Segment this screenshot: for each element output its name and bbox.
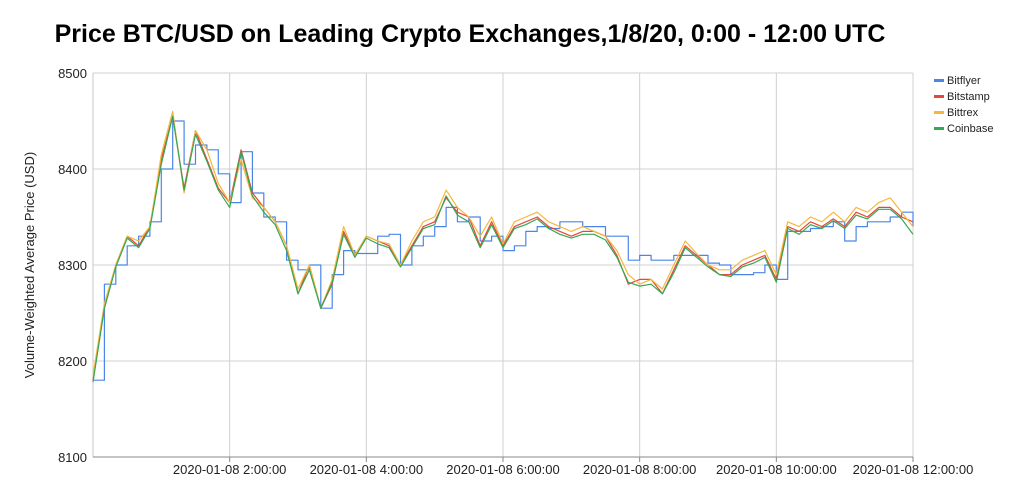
y-tick-label: 8500 xyxy=(58,66,87,81)
legend-swatch-bittrex xyxy=(934,111,944,114)
y-tick-label: 8100 xyxy=(58,450,87,465)
legend-swatch-bitstamp xyxy=(934,95,944,98)
x-tick-label: 2020-01-08 6:00:00 xyxy=(446,462,559,477)
series-line-bittrex xyxy=(92,110,914,376)
x-tick-label: 2020-01-08 8:00:00 xyxy=(583,462,696,477)
y-tick-label: 8200 xyxy=(58,354,87,369)
y-tick-label: 8400 xyxy=(58,162,87,177)
legend-label-coinbase: Coinbase xyxy=(947,123,993,135)
x-tick-label: 2020-01-08 12:00:00 xyxy=(853,462,974,477)
gridlines xyxy=(93,72,914,458)
legend-label-bitflyer: Bitflyer xyxy=(947,75,981,87)
y-tick-label: 8300 xyxy=(58,258,87,273)
chart-title: Price BTC/USD on Leading Crypto Exchange… xyxy=(54,20,886,48)
y-axis-label: Volume-Weighted Average Price (USD) xyxy=(22,152,37,378)
legend-swatch-bitflyer xyxy=(934,79,944,82)
x-tick-label: 2020-01-08 10:00:00 xyxy=(716,462,837,477)
legend-label-bittrex: Bittrex xyxy=(947,107,979,119)
axes: 8100 8200 8300 8400 8500 2020-01-08 2:00:00 20… xyxy=(58,66,973,477)
legend-swatch-coinbase xyxy=(934,127,944,130)
series-lines xyxy=(92,110,914,383)
series-line-coinbase xyxy=(92,115,914,383)
x-tick-label: 2020-01-08 2:00:00 xyxy=(173,462,286,477)
x-tick-label: 2020-01-08 4:00:00 xyxy=(310,462,423,477)
legend-label-bitstamp: Bitstamp xyxy=(947,91,990,103)
legend: Bitflyer Bitstamp Bittrex Coinbase xyxy=(934,75,993,135)
